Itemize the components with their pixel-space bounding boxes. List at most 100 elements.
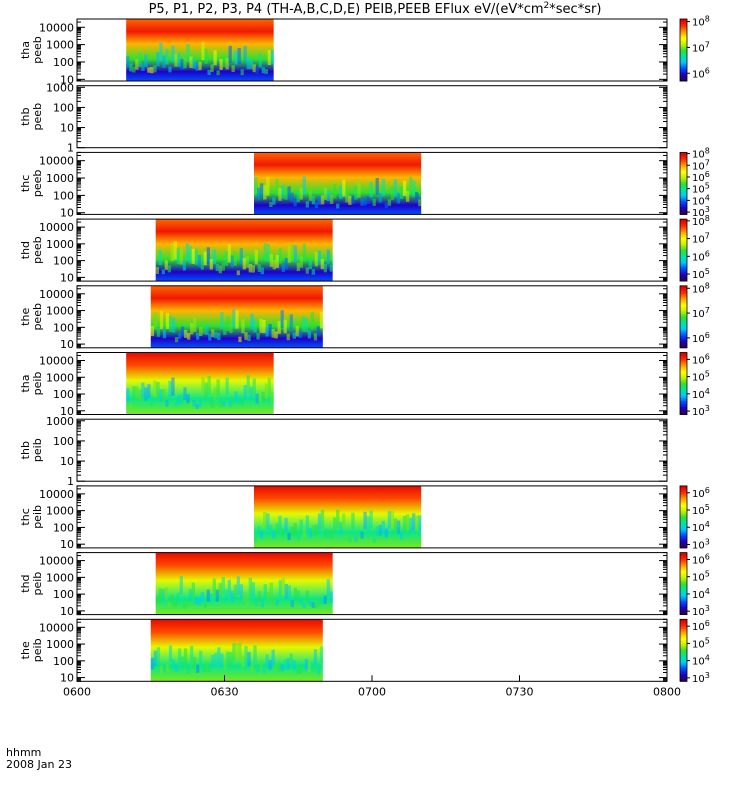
spectrogram-cell (191, 248, 195, 264)
spectrogram-cell (311, 525, 316, 536)
spectrogram-cell (329, 529, 334, 539)
x-tick-label: 0700 (358, 685, 386, 698)
spectrogram-cell (167, 601, 171, 607)
colorbar-cell (680, 155, 687, 158)
colorbar-tick-base: 10 (692, 622, 705, 633)
colorbar-cell (680, 228, 687, 231)
spectrogram-cell (256, 665, 260, 673)
colorbar-cell (680, 383, 687, 386)
spectrogram-cell (214, 332, 218, 339)
y-tick-label: 10000 (39, 221, 74, 234)
colorbar-cell (680, 22, 687, 25)
colorbar-cell (680, 521, 687, 524)
spectrogram-cell (299, 598, 303, 606)
spectrogram-cell (393, 518, 398, 533)
chart-title-superscript: 2 (544, 1, 550, 11)
colorbar-tick-exponent: 6 (705, 552, 710, 561)
colorbar-cell (680, 313, 687, 316)
colorbar-cell (680, 533, 687, 536)
spectrogram-cell (228, 400, 232, 407)
spectrogram-cell (132, 66, 136, 73)
colorbar-tick-label: 104 (692, 193, 710, 207)
spectrogram-cell (384, 528, 389, 538)
colorbar-tick-label: 103 (692, 205, 710, 219)
colorbar-cell (680, 37, 687, 40)
colorbar-cell (680, 321, 687, 324)
colorbar-cell (680, 561, 687, 564)
colorbar-cell (680, 197, 687, 200)
spectrogram-cell (180, 656, 185, 669)
spectrogram-cell (159, 42, 163, 62)
colorbar-cell (680, 667, 687, 670)
spectrogram-cell (305, 590, 309, 603)
x-axis: hhmm 2008 Jan 23 0600 0630 0700 0730 0800 (6, 675, 681, 771)
chart-title-main: P5, P1, P2, P3, P4 (TH-A,B,C,D,E) PEIB,P… (149, 2, 544, 17)
colorbar-cell (680, 319, 687, 322)
spectrogram-cell (348, 195, 352, 205)
colorbar-cell (680, 188, 687, 190)
panel-label-product: peeb (31, 236, 44, 264)
spectrogram-cell (255, 67, 259, 74)
colorbar-cell (680, 67, 687, 69)
panel-label-probe: the (19, 641, 32, 659)
colorbar-cell (680, 212, 687, 215)
colorbar-cell (680, 324, 687, 327)
spectrogram-cell (299, 187, 303, 200)
colorbar-cell (680, 608, 687, 611)
spectrogram-cell (311, 602, 315, 609)
spectrogram-cell (228, 45, 232, 64)
spectrogram-cell (215, 264, 219, 272)
spectrogram-cell (372, 537, 376, 543)
colorbar-tick-label: 107 (692, 40, 710, 54)
colorbar-cell (680, 594, 687, 597)
spectrogram-cell (126, 56, 130, 68)
spectrogram-cell (402, 180, 407, 197)
colorbar-cell (680, 301, 687, 304)
spectrogram-cell (247, 334, 251, 342)
spectrogram-cell (248, 577, 252, 596)
spectrogram-cell (231, 398, 235, 405)
colorbar-cell (680, 605, 687, 608)
colorbar-cell (680, 160, 687, 163)
colorbar-cell (680, 673, 687, 676)
colorbar-cell (680, 326, 687, 329)
colorbar-tick-label: 106 (692, 552, 710, 566)
colorbar-cell (680, 560, 687, 563)
colorbar-tick-exponent: 5 (705, 636, 710, 645)
panel-label: thbpeeb (19, 103, 44, 131)
colorbar-cell (680, 250, 687, 253)
spectrogram-cell (345, 533, 349, 540)
spectrogram-cell (375, 526, 379, 537)
spectrogram-cell (296, 192, 300, 203)
colorbar-cell (680, 45, 687, 48)
colorbar-tick-exponent: 3 (705, 205, 710, 214)
spectrogram-cell (156, 52, 160, 67)
spectrogram-cell (174, 53, 178, 67)
spectrogram-cell (415, 515, 419, 531)
spectrogram-cell (201, 377, 205, 395)
colorbar-cell (680, 485, 687, 488)
panel-label-probe: thd (19, 241, 32, 259)
spectrogram-cell (278, 515, 282, 531)
colorbar-tick-exponent: 6 (705, 486, 710, 495)
spectrogram-cell (316, 326, 321, 336)
y-tick-label: 100 (53, 255, 74, 268)
colorbar-cell (680, 603, 687, 606)
spectrogram-cell (278, 580, 282, 597)
spectrogram-cell (216, 70, 220, 76)
colorbar-tick-base: 10 (692, 196, 705, 207)
spectrogram-cell (304, 318, 309, 333)
spectrogram-cell (210, 400, 214, 408)
spectrogram-cell (280, 310, 284, 328)
colorbar-cell (680, 68, 687, 71)
spectrogram-cell (307, 330, 312, 339)
spectrogram-cell (320, 597, 324, 605)
spectrogram-cell (242, 258, 246, 270)
colorbar-cell (680, 79, 687, 82)
spectrogram-cell (311, 195, 316, 205)
colorbar-cell (680, 278, 687, 280)
spectrogram-cell (290, 244, 294, 262)
spectrogram-cell (147, 384, 151, 399)
spectrogram-cell (245, 596, 249, 606)
